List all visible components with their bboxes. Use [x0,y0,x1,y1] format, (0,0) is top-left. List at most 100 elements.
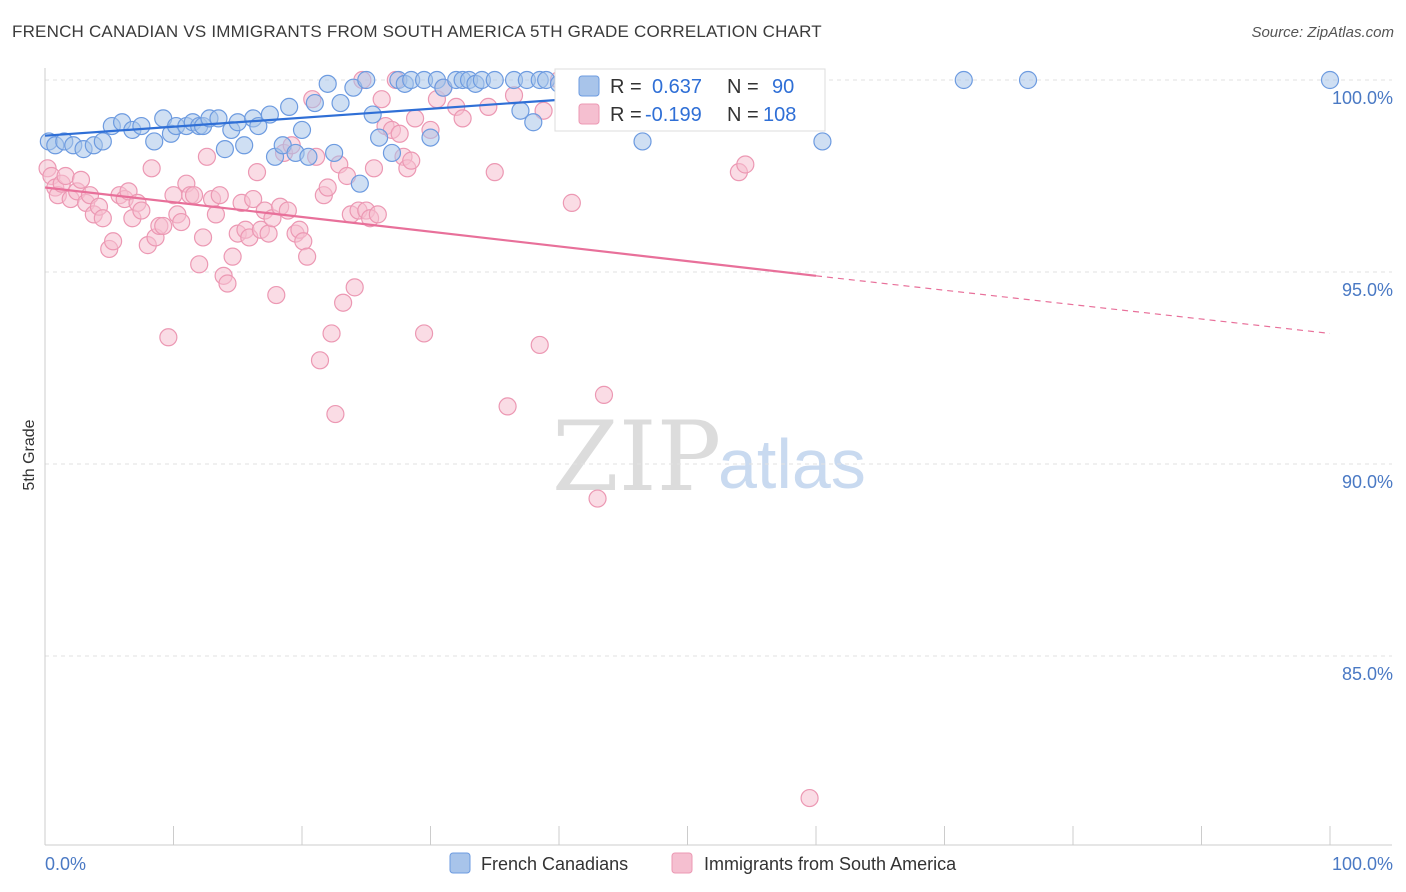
point-immigrants-south-america [368,205,387,224]
point-immigrants-south-america [132,201,151,220]
point-immigrants-south-america [530,335,549,355]
point-immigrants-south-america [318,178,337,197]
point-french-canadians [350,174,369,193]
point-french-canadians [331,93,350,113]
point-french-canadians [318,74,337,93]
point-immigrants-south-america [405,109,425,128]
point-french-canadians [145,132,164,151]
x-tick-label: 0.0% [45,854,86,874]
point-immigrants-south-america [142,159,161,178]
point-immigrants-south-america [414,324,434,343]
point-french-canadians [280,97,299,116]
point-immigrants-south-america [800,788,819,808]
chart-title: FRENCH CANADIAN VS IMMIGRANTS FROM SOUTH… [12,22,822,41]
gridlines [45,79,1392,657]
point-immigrants-south-america [485,163,504,182]
point-immigrants-south-america [210,186,229,205]
point-immigrants-south-america [594,385,614,404]
point-immigrants-south-america [364,159,384,178]
point-french-canadians [235,136,254,155]
trend-line-immigrants-south-america [44,186,817,277]
source-label: Source: ZipAtlas.com [1251,24,1394,41]
legend-swatch-pink [578,103,600,125]
point-immigrants-south-america [247,163,267,182]
point-immigrants-south-america [294,232,313,251]
watermark-zip: ZIP [552,401,721,513]
point-french-canadians [93,132,112,151]
y-tick-label: 85.0% [1342,664,1393,684]
point-french-canadians [132,116,151,136]
point-immigrants-south-america [154,216,173,236]
axes: 100.0% 95.0% 90.0% 85.0% 0.0% 100.0% [44,68,1393,874]
legend-n-value-1: 90 [772,76,794,98]
legend-r-label-2: R = [610,104,642,126]
point-french-canadians [363,105,382,124]
point-immigrants-south-america [104,232,123,251]
point-immigrants-south-america [184,186,204,205]
legend-swatch-blue [578,75,600,97]
point-immigrants-south-america [345,278,364,297]
point-immigrants-south-america [172,212,191,232]
legend-n-value-2: 108 [763,104,796,126]
point-immigrants-south-america [334,293,353,312]
point-immigrants-south-america [453,109,472,128]
point-immigrants-south-america [326,404,345,424]
point-immigrants-south-america [298,247,317,266]
point-immigrants-south-america [479,97,498,116]
point-immigrants-south-america [372,90,391,109]
legend-n-label-1: N = [727,76,759,98]
y-tick-label: 95.0% [1342,280,1393,300]
point-immigrants-south-america [498,397,517,416]
point-french-canadians [292,120,312,140]
point-french-canadians [382,143,402,163]
point-french-canadians [1018,70,1038,90]
y-tick-label: 100.0% [1332,88,1393,108]
point-french-canadians [1320,70,1340,90]
point-immigrants-south-america [193,228,213,247]
point-french-canadians [633,132,652,151]
point-immigrants-south-america [218,274,237,293]
point-french-canadians [357,70,376,90]
point-french-canadians [215,140,234,159]
trend-line-extension-dashed [815,275,1331,335]
point-immigrants-south-america [93,209,112,228]
point-french-canadians [299,147,318,166]
point-immigrants-south-america [190,255,209,274]
stats-legend-box [554,68,826,132]
point-immigrants-south-america [159,328,178,347]
point-immigrants-south-america [267,285,286,305]
point-immigrants-south-america [390,124,409,143]
y-axis-title: 5th Grade [21,419,38,490]
point-immigrants-south-america [562,193,581,212]
bottom-legend-swatch-pink [671,852,693,874]
point-french-canadians [813,132,832,151]
stats-legend: R = 0.637 N = 90 R = -0.199 N = 108 [554,68,826,132]
point-french-canadians [370,128,389,147]
point-immigrants-south-america [534,101,553,120]
point-immigrants-south-america [504,86,524,105]
bottom-legend-label-1: French Canadians [481,854,628,874]
point-french-canadians [325,143,344,163]
point-immigrants-south-america [402,151,421,170]
x-tick-label: 100.0% [1332,854,1393,874]
legend-r-value-1: 0.637 [652,76,702,98]
legend-r-label-1: R = [610,76,642,98]
point-immigrants-south-america [310,351,330,370]
y-tick-label: 90.0% [1342,472,1393,492]
point-immigrants-south-america [736,155,755,174]
point-french-canadians [305,93,324,113]
legend-r-value-2: -0.199 [645,104,702,126]
point-french-canadians [421,128,440,147]
point-french-canadians [954,70,973,90]
point-french-canadians [485,70,504,90]
point-immigrants-south-america [259,224,278,243]
point-immigrants-south-america [223,247,242,266]
point-immigrants-south-america [206,205,226,224]
bottom-legend-label-2: Immigrants from South America [704,854,957,874]
series-legend: French Canadians Immigrants from South A… [449,852,957,874]
point-immigrants-south-america [56,166,75,186]
point-immigrants-south-america [588,489,607,508]
legend-n-label-2: N = [727,104,759,126]
point-immigrants-south-america [197,147,217,166]
point-french-canadians [524,113,543,132]
